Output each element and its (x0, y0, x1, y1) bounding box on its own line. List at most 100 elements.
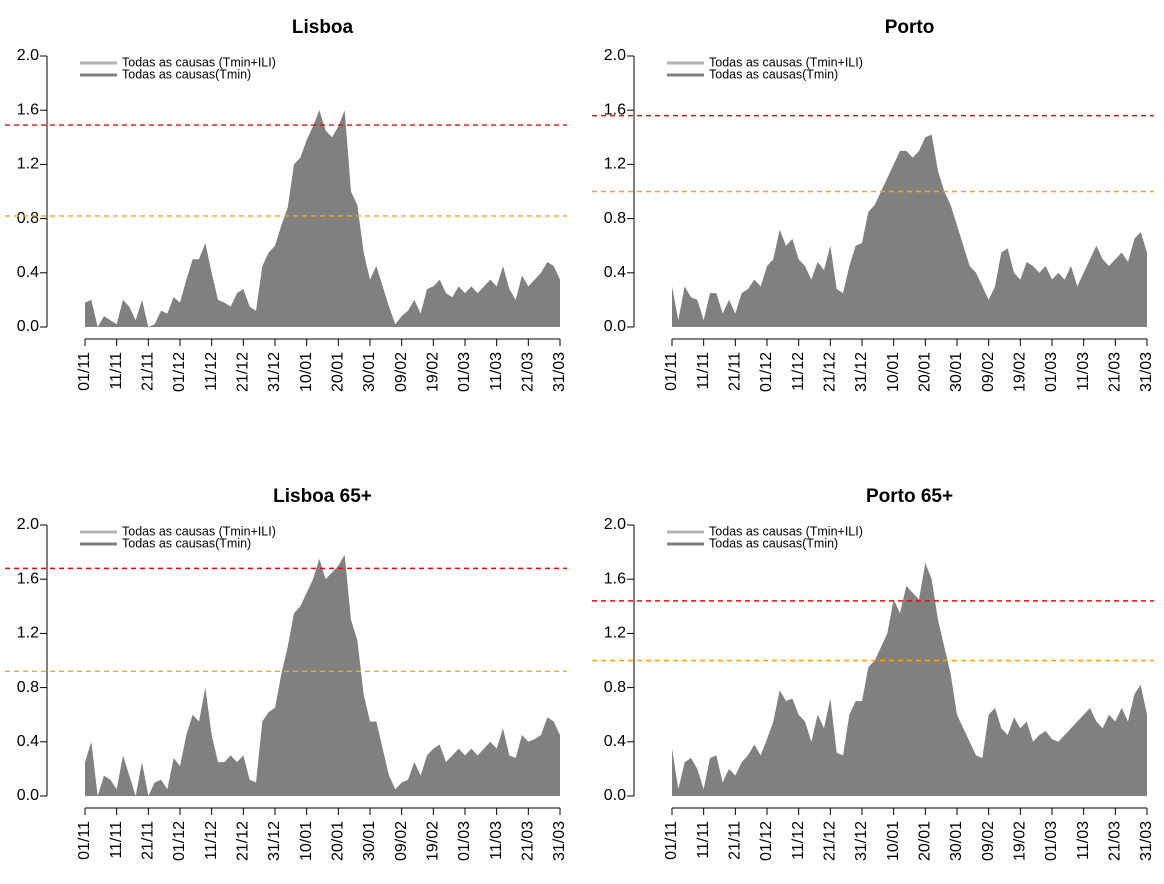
y-tick-label: 2.0 (17, 47, 39, 64)
x-tick-label: 19/02 (1012, 352, 1029, 392)
x-tick-label: 21/03 (520, 352, 537, 392)
legend-label: Todas as causas(Tmin) (709, 536, 838, 550)
x-tick-label: 11/03 (488, 352, 505, 391)
legend-label: Todas as causas (Tmin+ILI) (122, 524, 276, 538)
x-tick-label: 31/03 (1138, 352, 1155, 392)
y-tick-label: 1.6 (17, 570, 39, 587)
legend-label: Todas as causas (Tmin+ILI) (122, 55, 276, 69)
y-tick-label: 0.0 (604, 318, 626, 335)
y-tick-label: 1.6 (17, 101, 39, 118)
chart-title: Porto 65+ (866, 486, 953, 507)
x-tick-label: 10/01 (885, 352, 902, 392)
chart-title: Lisboa 65+ (273, 486, 372, 507)
x-tick-label: 11/12 (790, 821, 807, 860)
x-tick-label: 01/03 (456, 352, 473, 392)
x-tick-label: 20/01 (330, 821, 347, 861)
y-tick-label: 2.0 (17, 516, 39, 533)
legend-label: Todas as causas (Tmin+ILI) (709, 55, 863, 69)
x-tick-label: 31/12 (266, 821, 283, 861)
x-tick-label: 31/12 (853, 821, 870, 861)
y-tick-label: 0.4 (604, 733, 626, 750)
x-tick-label: 21/12 (822, 821, 839, 861)
y-tick-label: 0.8 (17, 210, 39, 227)
legend-label: Todas as causas(Tmin) (122, 536, 251, 550)
x-tick-label: 31/03 (1138, 821, 1155, 861)
x-tick-label: 31/12 (853, 352, 870, 392)
x-tick-label: 19/02 (425, 821, 442, 861)
area (85, 110, 560, 327)
x-tick-label: 01/12 (758, 821, 775, 861)
x-tick-label: 30/01 (361, 352, 378, 392)
y-tick-label: 1.6 (604, 570, 626, 587)
x-tick-label: 19/02 (425, 352, 442, 392)
x-tick-label: 10/01 (885, 821, 902, 861)
x-tick-label: 20/01 (917, 821, 934, 861)
area (672, 562, 1147, 796)
x-tick-label: 21/12 (235, 821, 252, 861)
y-tick-label: 1.6 (604, 101, 626, 118)
x-tick-label: 09/02 (393, 821, 410, 861)
y-tick-label: 0.8 (604, 679, 626, 696)
x-tick-label: 10/01 (298, 352, 315, 392)
area (85, 554, 560, 796)
x-tick-label: 21/11 (727, 352, 744, 391)
x-tick-label: 20/01 (917, 352, 934, 392)
y-tick-label: 2.0 (604, 47, 626, 64)
x-tick-label: 11/03 (1075, 352, 1092, 391)
x-tick-label: 01/11 (663, 821, 680, 860)
x-tick-label: 11/12 (790, 352, 807, 391)
legend-label: Todas as causas(Tmin) (709, 67, 838, 81)
x-tick-label: 21/03 (1107, 821, 1124, 861)
x-tick-label: 01/03 (456, 821, 473, 861)
x-tick-label: 01/11 (76, 821, 93, 860)
y-tick-label: 0.4 (17, 264, 39, 281)
y-tick-label: 1.2 (604, 625, 626, 642)
x-tick-label: 30/01 (948, 352, 965, 392)
legend-label: Todas as causas (Tmin+ILI) (709, 524, 863, 538)
x-tick-label: 09/02 (980, 352, 997, 392)
panel: Porto 65+ 0.0 0.4 0.8 1.2 1.6 2.0 01/11 11/11 21/… (592, 486, 1155, 861)
x-tick-label: 21/03 (520, 821, 537, 861)
x-tick-label: 31/03 (551, 821, 568, 861)
y-tick-label: 0.0 (17, 787, 39, 804)
x-tick-label: 21/11 (140, 821, 157, 860)
panel: Lisboa 0.0 0.4 0.8 1.2 1.6 2.0 01/11 11/11 21/11 0… (5, 17, 568, 392)
x-tick-label: 30/01 (361, 821, 378, 861)
x-tick-label: 19/02 (1012, 821, 1029, 861)
y-tick-label: 0.4 (604, 264, 626, 281)
x-tick-label: 11/03 (488, 821, 505, 860)
x-tick-label: 11/03 (1075, 821, 1092, 860)
x-tick-label: 01/11 (663, 352, 680, 391)
y-tick-label: 1.2 (604, 156, 626, 173)
area (672, 134, 1147, 327)
y-tick-label: 0.8 (604, 210, 626, 227)
x-tick-label: 01/12 (171, 352, 188, 392)
x-tick-label: 20/01 (330, 352, 347, 392)
x-tick-label: 11/12 (203, 821, 220, 860)
x-tick-label: 21/11 (140, 352, 157, 391)
x-tick-label: 01/03 (1043, 821, 1060, 861)
x-tick-label: 11/11 (108, 352, 125, 390)
x-tick-label: 21/03 (1107, 352, 1124, 392)
x-tick-label: 21/12 (235, 352, 252, 392)
panel: Lisboa 65+ 0.0 0.4 0.8 1.2 1.6 2.0 01/11 11/11 21… (5, 486, 568, 861)
chart-title: Porto (885, 17, 935, 38)
y-tick-label: 2.0 (604, 516, 626, 533)
x-tick-label: 01/03 (1043, 352, 1060, 392)
x-tick-label: 10/01 (298, 821, 315, 861)
x-tick-label: 30/01 (948, 821, 965, 861)
x-tick-label: 01/12 (171, 821, 188, 861)
x-tick-label: 09/02 (393, 352, 410, 392)
chart-title: Lisboa (292, 17, 354, 38)
x-tick-label: 11/12 (203, 352, 220, 391)
legend-label: Todas as causas(Tmin) (122, 67, 251, 81)
y-tick-label: 1.2 (17, 156, 39, 173)
y-tick-label: 0.8 (17, 679, 39, 696)
y-tick-label: 0.4 (17, 733, 39, 750)
y-tick-label: 0.0 (604, 787, 626, 804)
x-tick-label: 21/11 (727, 821, 744, 860)
x-tick-label: 09/02 (980, 821, 997, 861)
y-tick-label: 0.0 (17, 318, 39, 335)
x-tick-label: 31/03 (551, 352, 568, 392)
